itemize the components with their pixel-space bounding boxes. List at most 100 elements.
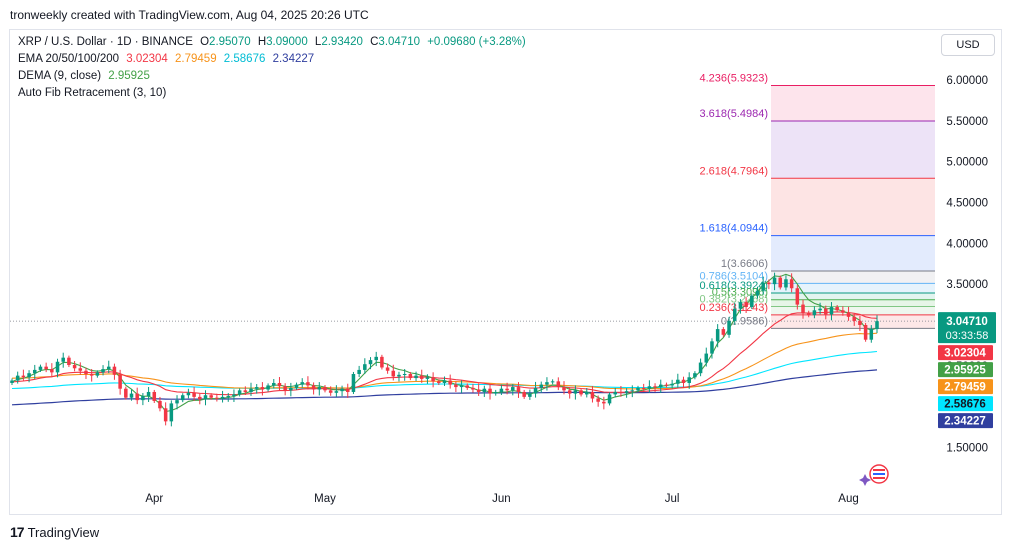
candle[interactable] [789, 273, 794, 293]
candle[interactable] [698, 358, 703, 377]
tradingview-footer[interactable]: 17 TradingView [10, 524, 99, 540]
candle[interactable] [681, 376, 686, 388]
candle[interactable] [767, 279, 771, 290]
candle[interactable] [755, 286, 760, 299]
candle[interactable] [550, 379, 555, 385]
candle[interactable] [163, 402, 168, 426]
candle[interactable] [294, 382, 299, 390]
candle[interactable] [203, 390, 208, 406]
candle[interactable] [374, 351, 378, 367]
candle[interactable] [448, 374, 452, 389]
dema-legend[interactable]: DEMA (9, close) 2.95925 [18, 70, 154, 82]
currency-button[interactable]: USD [941, 34, 995, 56]
candle[interactable] [180, 393, 185, 403]
candle[interactable] [585, 387, 589, 398]
candle[interactable] [431, 372, 435, 388]
candle[interactable] [505, 382, 509, 395]
candle[interactable] [818, 302, 822, 315]
candle[interactable] [141, 393, 145, 406]
candle[interactable] [875, 315, 879, 334]
candle[interactable] [112, 363, 117, 380]
candle[interactable] [89, 369, 94, 382]
candle[interactable] [408, 371, 413, 381]
candle[interactable] [465, 383, 470, 390]
candle[interactable] [323, 385, 327, 393]
candle[interactable] [146, 386, 151, 403]
candle[interactable] [340, 385, 344, 397]
candle[interactable] [391, 364, 396, 381]
candle[interactable] [192, 386, 196, 401]
candle[interactable] [641, 383, 646, 392]
candle[interactable] [232, 389, 236, 403]
candle[interactable] [363, 358, 367, 374]
candle[interactable] [533, 381, 538, 398]
candle[interactable] [846, 306, 851, 321]
candle[interactable] [750, 293, 754, 310]
candle[interactable] [693, 371, 697, 380]
candle[interactable] [801, 299, 805, 319]
candle[interactable] [124, 386, 128, 400]
candle[interactable] [345, 383, 350, 398]
candle[interactable] [101, 365, 105, 376]
candle[interactable] [545, 377, 549, 391]
candle[interactable] [220, 390, 225, 403]
candle[interactable] [243, 386, 248, 395]
candle[interactable] [454, 381, 458, 393]
candle[interactable] [237, 388, 242, 397]
candle[interactable] [841, 306, 845, 316]
candle[interactable] [215, 393, 219, 402]
candle[interactable] [169, 400, 174, 427]
candle[interactable] [385, 363, 390, 374]
candle[interactable] [277, 377, 282, 391]
candle[interactable] [328, 386, 333, 396]
candle[interactable] [738, 299, 743, 314]
candle[interactable] [761, 276, 765, 295]
candle[interactable] [84, 367, 88, 379]
candle[interactable] [630, 385, 635, 398]
candle[interactable] [670, 379, 674, 389]
candle[interactable] [687, 372, 691, 389]
candle[interactable] [613, 387, 617, 398]
candle[interactable] [676, 373, 680, 388]
candle[interactable] [715, 324, 720, 348]
candle[interactable] [152, 389, 157, 403]
candle[interactable] [437, 379, 441, 386]
candle[interactable] [67, 355, 71, 368]
candle[interactable] [135, 387, 139, 405]
candle[interactable] [573, 385, 578, 400]
symbol-legend[interactable]: XRP / U.S. Dollar · 1D · BINANCE O2.9507… [18, 36, 530, 48]
candle[interactable] [471, 383, 475, 393]
candle[interactable] [272, 378, 276, 389]
candle[interactable] [795, 285, 800, 310]
candle[interactable] [596, 395, 600, 407]
candle[interactable] [44, 362, 48, 373]
candle[interactable] [602, 396, 606, 410]
candle[interactable] [32, 364, 37, 380]
candle[interactable] [590, 386, 595, 403]
candle[interactable] [317, 382, 322, 396]
candle[interactable] [710, 338, 714, 359]
candle[interactable] [488, 383, 492, 400]
candle[interactable] [357, 365, 361, 378]
candle[interactable] [21, 369, 26, 382]
candle[interactable] [61, 352, 65, 368]
candle[interactable] [824, 305, 828, 320]
candle[interactable] [772, 272, 777, 291]
flag-icon[interactable] [869, 464, 889, 484]
candle[interactable] [829, 302, 834, 321]
candle[interactable] [95, 370, 100, 378]
candle[interactable] [289, 382, 293, 397]
candle[interactable] [351, 371, 356, 395]
candle[interactable] [311, 382, 316, 395]
candle[interactable] [482, 385, 487, 397]
candle[interactable] [334, 385, 339, 397]
candle[interactable] [226, 393, 231, 402]
candle[interactable] [863, 322, 868, 342]
candle[interactable] [704, 347, 709, 367]
candle[interactable] [266, 383, 270, 392]
candle[interactable] [50, 363, 54, 377]
candle[interactable] [658, 379, 663, 394]
candle[interactable] [721, 327, 726, 337]
candle[interactable] [619, 386, 623, 397]
